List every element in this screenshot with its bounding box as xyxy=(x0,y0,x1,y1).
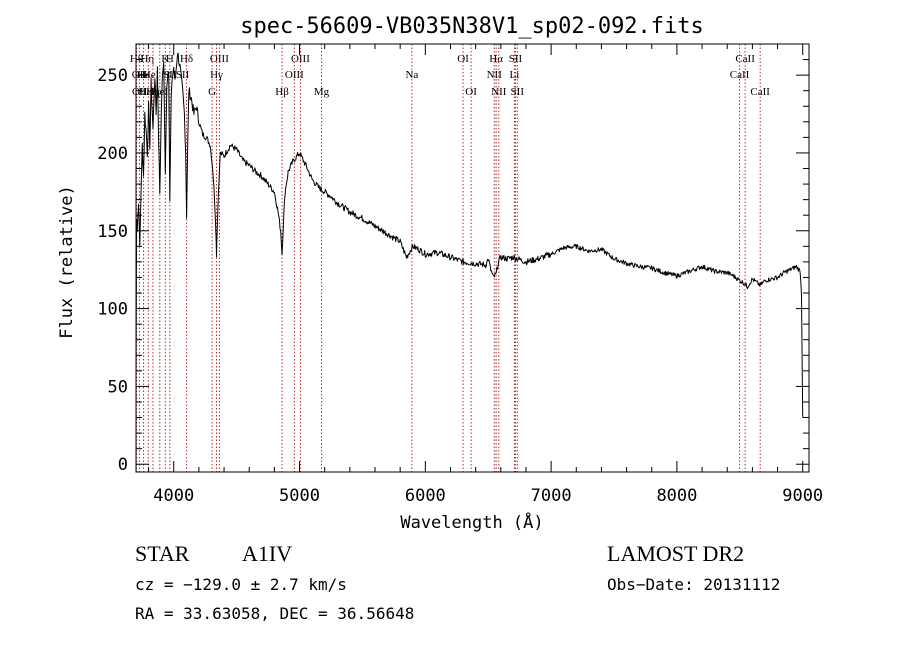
survey-name: LAMOST DR2 xyxy=(607,541,744,566)
line-label: H xyxy=(166,53,174,65)
y-tick-label: 0 xyxy=(118,455,128,475)
line-label: SII xyxy=(176,69,190,81)
x-axis: 4000 5000 6000 7000 8000 9000 xyxy=(148,44,823,506)
line-label: OIII xyxy=(291,53,310,65)
line-label: OIII xyxy=(285,69,304,81)
line-label: OIII xyxy=(210,53,229,65)
line-label: Li xyxy=(509,69,519,81)
line-label: CaII xyxy=(750,86,770,98)
spectral-subclass: A1IV xyxy=(242,541,292,566)
line-label: NII xyxy=(491,86,507,98)
line-label: Na xyxy=(405,69,418,81)
y-tick-label: 50 xyxy=(108,377,128,397)
y-tick-label: 200 xyxy=(97,144,128,164)
line-label: OI xyxy=(465,86,477,98)
line-label: HeI xyxy=(152,86,169,98)
observation-date: Obs−Date: 20131112 xyxy=(607,575,780,594)
line-label: CaII xyxy=(730,69,750,81)
x-tick-label: 9000 xyxy=(782,486,823,506)
line-label: Mg xyxy=(314,86,330,98)
y-tick-label: 250 xyxy=(97,66,128,86)
coordinates: RA = 33.63058, DEC = 36.56648 xyxy=(135,604,414,623)
x-tick-label: 4000 xyxy=(153,486,194,506)
line-label: NII xyxy=(487,69,503,81)
y-axis: 0 50 100 150 200 250 xyxy=(97,59,809,475)
y-axis-label: Flux (relative) xyxy=(57,185,77,339)
line-label: Hθ xyxy=(130,53,143,65)
line-label: Hδ xyxy=(180,53,193,65)
line-label: K xyxy=(161,53,169,65)
redshift-text: cz = −129.0 ± 2.7 km/s xyxy=(135,575,347,594)
x-tick-label: 6000 xyxy=(405,486,446,506)
plot-frame xyxy=(135,43,810,473)
line-label: OI xyxy=(457,53,469,65)
line-label: G xyxy=(208,86,216,98)
line-label: Hε xyxy=(139,86,152,98)
line-label: SII xyxy=(509,53,523,65)
line-label: SII xyxy=(163,69,177,81)
spectrum-series xyxy=(135,52,804,418)
x-tick-label: 8000 xyxy=(656,486,697,506)
spectrum-line xyxy=(135,52,804,418)
x-axis-label: Wavelength (Å) xyxy=(400,511,543,533)
line-label: Hα xyxy=(489,53,503,65)
y-tick-label: 100 xyxy=(97,300,128,320)
line-label: Hβ xyxy=(275,86,289,98)
line-label: CaII xyxy=(735,53,755,65)
x-tick-label: 7000 xyxy=(531,486,572,506)
chart-title: spec-56609-VB035N38V1_sp02-092.fits xyxy=(240,14,704,39)
line-label: Hη xyxy=(146,86,160,98)
line-label: SII xyxy=(511,86,525,98)
line-label: Hη xyxy=(140,53,154,65)
object-class: STAR xyxy=(135,541,190,566)
marker-lines xyxy=(136,44,761,472)
line-label: HeI xyxy=(143,69,160,81)
y-tick-label: 150 xyxy=(97,222,128,242)
x-tick-label: 5000 xyxy=(279,486,320,506)
line-label: Hγ xyxy=(210,69,223,81)
